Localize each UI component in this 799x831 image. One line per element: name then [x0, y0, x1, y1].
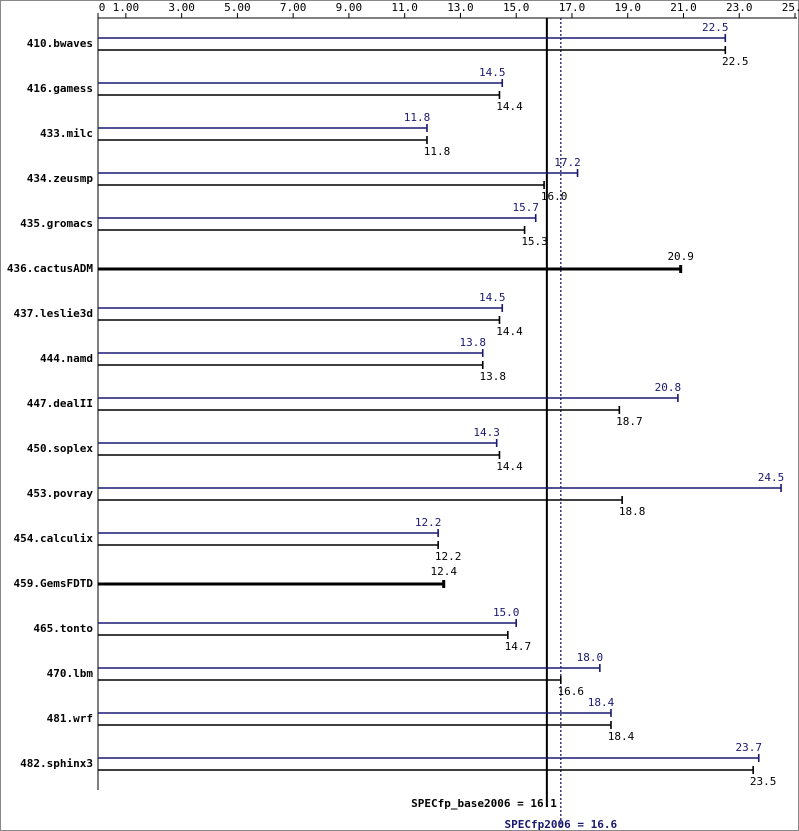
bar [98, 214, 537, 222]
bar [98, 541, 439, 549]
bar [98, 406, 621, 414]
value-label: 14.3 [473, 426, 500, 439]
bar [98, 265, 683, 273]
value-label: 17.2 [554, 156, 581, 169]
value-label: 15.0 [493, 606, 520, 619]
value-label: 14.4 [496, 325, 523, 338]
x-tick-label: 17.0 [559, 1, 586, 14]
value-label: 22.5 [702, 21, 729, 34]
value-label: 18.4 [588, 696, 615, 709]
bar [98, 631, 509, 639]
value-label: 13.8 [479, 370, 506, 383]
category-label: 433.milc [40, 127, 93, 140]
bar [98, 439, 498, 447]
category-label: 447.dealII [27, 397, 93, 410]
bar [98, 226, 526, 234]
value-label: 18.8 [619, 505, 646, 518]
value-label: 22.5 [722, 55, 749, 68]
bar [98, 304, 504, 312]
bar [98, 754, 760, 762]
x-tick-label: 25.0 [782, 1, 799, 14]
reference-label: SPECfp2006 = 16.6 [505, 818, 618, 831]
x-tick-label: 5.00 [224, 1, 251, 14]
bar [98, 676, 562, 684]
value-label: 14.4 [496, 100, 523, 113]
x-tick-label: 1.00 [113, 1, 140, 14]
bar [98, 349, 484, 357]
value-label: 11.8 [404, 111, 431, 124]
bar [98, 394, 679, 402]
category-label: 453.povray [27, 487, 94, 500]
value-label: 16.6 [558, 685, 585, 698]
category-label: 465.tonto [33, 622, 93, 635]
bar [98, 124, 428, 132]
value-label: 12.2 [415, 516, 442, 529]
bar [98, 46, 727, 54]
value-label: 12.2 [435, 550, 462, 563]
value-label: 20.8 [655, 381, 682, 394]
bar [98, 484, 782, 492]
value-label: 18.0 [577, 651, 604, 664]
bar [98, 619, 517, 627]
bar [98, 721, 612, 729]
bar [98, 169, 579, 177]
x-tick-label: 21.0 [670, 1, 697, 14]
category-label: 434.zeusmp [27, 172, 94, 185]
value-label: 12.4 [430, 565, 457, 578]
value-label: 18.4 [608, 730, 635, 743]
category-label: 459.GemsFDTD [14, 577, 94, 590]
bar [98, 181, 545, 189]
x-tick-label: 11.0 [391, 1, 418, 14]
value-label: 16.0 [541, 190, 568, 203]
reference-label: SPECfp_base2006 = 16.1 [411, 797, 557, 810]
x-tick-label: 23.0 [726, 1, 753, 14]
x-tick-label: 13.0 [447, 1, 474, 14]
bar [98, 91, 501, 99]
category-label: 470.lbm [47, 667, 94, 680]
value-label: 20.9 [667, 250, 694, 263]
category-label: 482.sphinx3 [20, 757, 93, 770]
category-label: 454.calculix [14, 532, 94, 545]
bar [98, 580, 446, 588]
category-label: 437.leslie3d [14, 307, 93, 320]
bar [98, 529, 439, 537]
bar [98, 361, 484, 369]
bar [98, 316, 501, 324]
x-tick-label: 15.0 [503, 1, 530, 14]
x-tick-label: 3.00 [168, 1, 195, 14]
category-label: 481.wrf [47, 712, 93, 725]
value-label: 14.5 [479, 66, 506, 79]
category-label: 450.soplex [27, 442, 94, 455]
value-label: 13.8 [459, 336, 486, 349]
category-label: 410.bwaves [27, 37, 93, 50]
value-label: 14.5 [479, 291, 506, 304]
x-tick-label: 0 [99, 1, 106, 14]
bar [98, 34, 727, 42]
category-label: 435.gromacs [20, 217, 93, 230]
value-label: 18.7 [616, 415, 643, 428]
value-label: 23.7 [736, 741, 763, 754]
bar [98, 766, 754, 774]
bar [98, 664, 601, 672]
x-tick-label: 19.0 [614, 1, 641, 14]
value-label: 24.5 [758, 471, 785, 484]
value-label: 14.4 [496, 460, 523, 473]
value-label: 23.5 [750, 775, 777, 788]
bar [98, 79, 504, 87]
bar [98, 136, 428, 144]
category-label: 444.namd [40, 352, 93, 365]
bar [98, 451, 501, 459]
value-label: 11.8 [424, 145, 451, 158]
bar [98, 709, 612, 717]
category-label: 416.gamess [27, 82, 93, 95]
category-label: 436.cactusADM [7, 262, 93, 275]
x-tick-label: 9.00 [336, 1, 363, 14]
x-tick-label: 7.00 [280, 1, 307, 14]
value-label: 15.7 [512, 201, 539, 214]
value-label: 14.7 [505, 640, 532, 653]
bar [98, 496, 623, 504]
value-label: 15.3 [521, 235, 548, 248]
